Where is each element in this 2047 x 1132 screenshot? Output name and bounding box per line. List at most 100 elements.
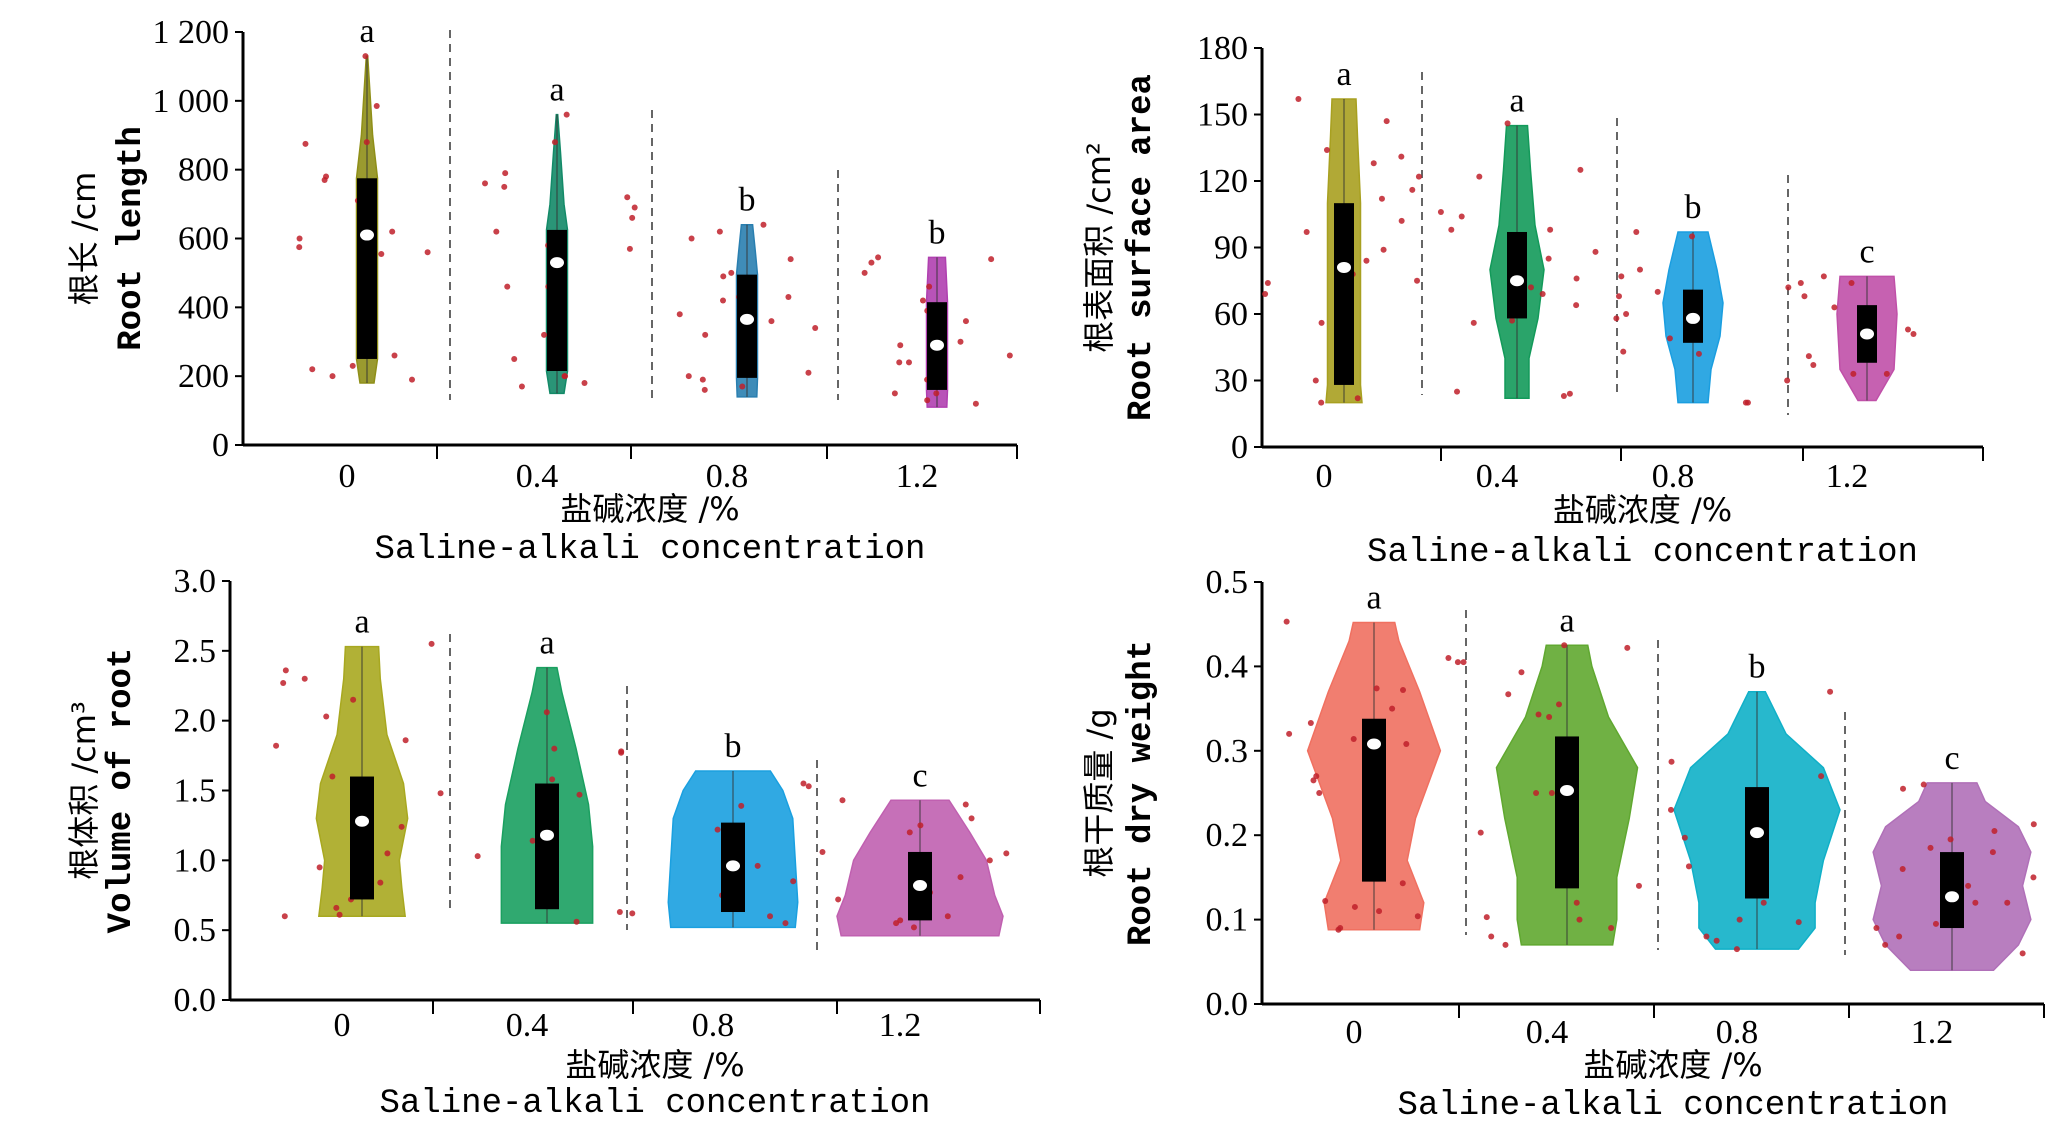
data-point — [1286, 730, 1293, 737]
data-point — [1932, 920, 1939, 927]
median-marker — [930, 339, 944, 351]
data-point — [787, 256, 794, 263]
data-point — [1477, 829, 1484, 836]
iqr-box — [1334, 203, 1354, 385]
data-point — [1322, 898, 1329, 905]
iqr-box — [1555, 736, 1579, 889]
data-point — [917, 822, 924, 829]
y-tick-label: 0.5 — [1206, 564, 1249, 601]
chart-panel-2: 0 30 60 90 120 150 180 0 0.4 0.8 1.2 根表面积 /cm² Root … — [1080, 30, 1984, 572]
y-tick-label: 0.0 — [174, 982, 217, 1019]
data-point — [1576, 916, 1583, 923]
significance-letter: b — [929, 214, 946, 251]
data-point — [919, 297, 926, 304]
violin-group-0.4: a — [1437, 83, 1599, 400]
data-point — [1561, 642, 1568, 649]
median-marker — [1860, 328, 1874, 340]
data-point — [384, 850, 391, 857]
y-tick-label: 2.5 — [174, 633, 217, 670]
data-point — [301, 675, 308, 682]
data-point — [1573, 275, 1580, 282]
y-tick-label: 0.4 — [1206, 648, 1249, 685]
data-point — [1927, 844, 1934, 851]
significance-letter: a — [549, 72, 564, 109]
data-point — [1896, 933, 1903, 940]
violin-group-0: a — [296, 13, 431, 384]
significance-letter: a — [354, 604, 369, 641]
significance-letter: c — [1944, 740, 1959, 777]
data-point — [1592, 248, 1599, 255]
data-point — [296, 235, 303, 242]
data-point — [1991, 827, 1998, 834]
data-point — [1695, 350, 1702, 357]
data-point — [1335, 926, 1342, 933]
data-point — [541, 331, 548, 338]
significance-letter: a — [1509, 83, 1524, 120]
iqr-box — [1745, 787, 1769, 899]
data-point — [968, 815, 975, 822]
data-point — [957, 338, 964, 345]
data-point — [891, 390, 898, 397]
y-axis-title-cn: 根长 /cm — [65, 172, 103, 306]
data-point — [1373, 685, 1380, 692]
data-point — [702, 331, 709, 338]
data-point — [437, 790, 444, 797]
iqr-box — [1940, 852, 1964, 929]
x-tick-label: 0 — [1346, 1014, 1363, 1051]
x-tick-label: 1.2 — [1826, 458, 1869, 495]
data-point — [1545, 255, 1552, 262]
violin-group-0.4: a — [482, 72, 638, 395]
data-point — [1409, 186, 1416, 193]
significance-letter: a — [1336, 56, 1351, 93]
data-point — [629, 910, 636, 917]
significance-letter: c — [912, 757, 927, 794]
data-point — [1476, 173, 1483, 180]
data-point — [767, 913, 774, 920]
data-point — [768, 318, 775, 325]
data-point — [1636, 266, 1643, 273]
data-point — [563, 111, 570, 118]
data-point — [1370, 160, 1377, 167]
data-point — [389, 228, 396, 235]
y-tick-label: 0.2 — [1206, 817, 1249, 854]
x-tick-label: 0.8 — [706, 458, 749, 495]
data-point — [1445, 654, 1452, 661]
data-point — [518, 383, 525, 390]
data-point — [373, 102, 380, 109]
data-point — [280, 679, 287, 686]
y-axis-title-cn: 根干质量 /g — [1080, 708, 1118, 877]
violin-group-0: a — [273, 604, 444, 920]
violin-group-0.8: b — [1667, 649, 1841, 953]
data-point — [1295, 95, 1302, 102]
data-point — [1488, 933, 1495, 940]
data-point — [1415, 173, 1422, 180]
median-marker — [1945, 891, 1959, 903]
data-point — [629, 214, 636, 221]
y-tick-label: 0 — [1231, 429, 1248, 466]
data-point — [551, 745, 558, 752]
data-point — [323, 713, 330, 720]
data-point — [1744, 399, 1751, 406]
y-axis-title-cn: 根体积 /cm³ — [65, 701, 103, 880]
data-point — [1805, 353, 1812, 360]
data-point — [1363, 257, 1370, 264]
data-point — [316, 864, 323, 871]
x-axis-title-cn: 盐碱浓度 /% — [1553, 491, 1732, 529]
data-point — [1414, 277, 1421, 284]
data-point — [551, 139, 558, 146]
data-point — [1547, 226, 1554, 233]
y-tick-label: 120 — [1197, 163, 1248, 200]
data-point — [581, 380, 588, 387]
median-marker — [1337, 261, 1351, 273]
data-point — [2030, 874, 2037, 881]
data-point — [1785, 284, 1792, 291]
data-point — [1733, 946, 1740, 953]
data-point — [1318, 399, 1325, 406]
y-tick-label: 1 000 — [153, 83, 230, 120]
data-point — [1454, 659, 1461, 666]
data-point — [424, 249, 431, 256]
significance-letter: b — [739, 182, 756, 219]
data-point — [543, 709, 550, 716]
data-point — [1820, 273, 1827, 280]
data-point — [1620, 348, 1627, 355]
